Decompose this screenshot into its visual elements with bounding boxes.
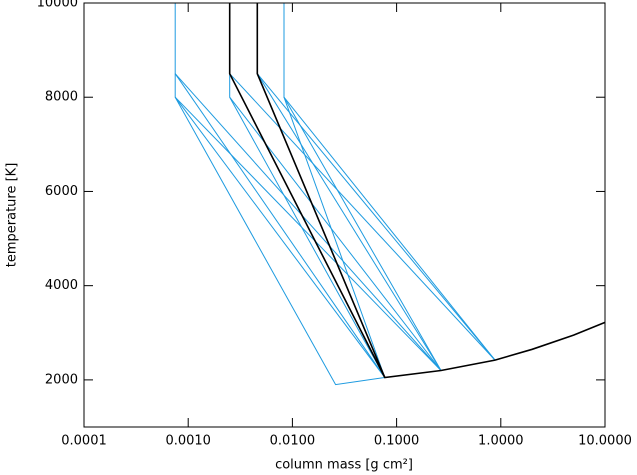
x-tick-label: 0.0001 [61, 434, 107, 449]
x-tick-label: 0.1000 [374, 434, 420, 449]
series-line [256, 73, 442, 371]
series-line [174, 73, 386, 378]
y-tick-label: 8000 [45, 90, 78, 105]
y-tick-label: 4000 [45, 278, 78, 293]
x-axis-label: column mass [g cm²] [275, 458, 413, 473]
y-tick-label: 2000 [45, 372, 78, 387]
y-tick-label: 6000 [45, 184, 78, 199]
series-line [174, 3, 385, 386]
series-line [256, 73, 496, 361]
series-line [174, 73, 442, 371]
series-line [228, 3, 606, 379]
series-line [256, 3, 386, 378]
plot-frame [83, 2, 606, 428]
series-line [229, 73, 442, 371]
series-line [283, 96, 496, 361]
series-line [174, 96, 386, 378]
series-line [174, 96, 442, 371]
x-tick-label: 1.0000 [478, 434, 524, 449]
series-line [229, 96, 386, 378]
x-tick-label: 0.0010 [165, 434, 211, 449]
y-axis-label: temperature [K] [5, 163, 20, 268]
x-tick-label: 0.0100 [270, 434, 316, 449]
x-tick-label: 10.0000 [578, 434, 632, 449]
series-line [229, 73, 496, 361]
series-line [283, 3, 442, 371]
y-tick-label: 10000 [37, 0, 78, 11]
series-line [283, 97, 386, 378]
